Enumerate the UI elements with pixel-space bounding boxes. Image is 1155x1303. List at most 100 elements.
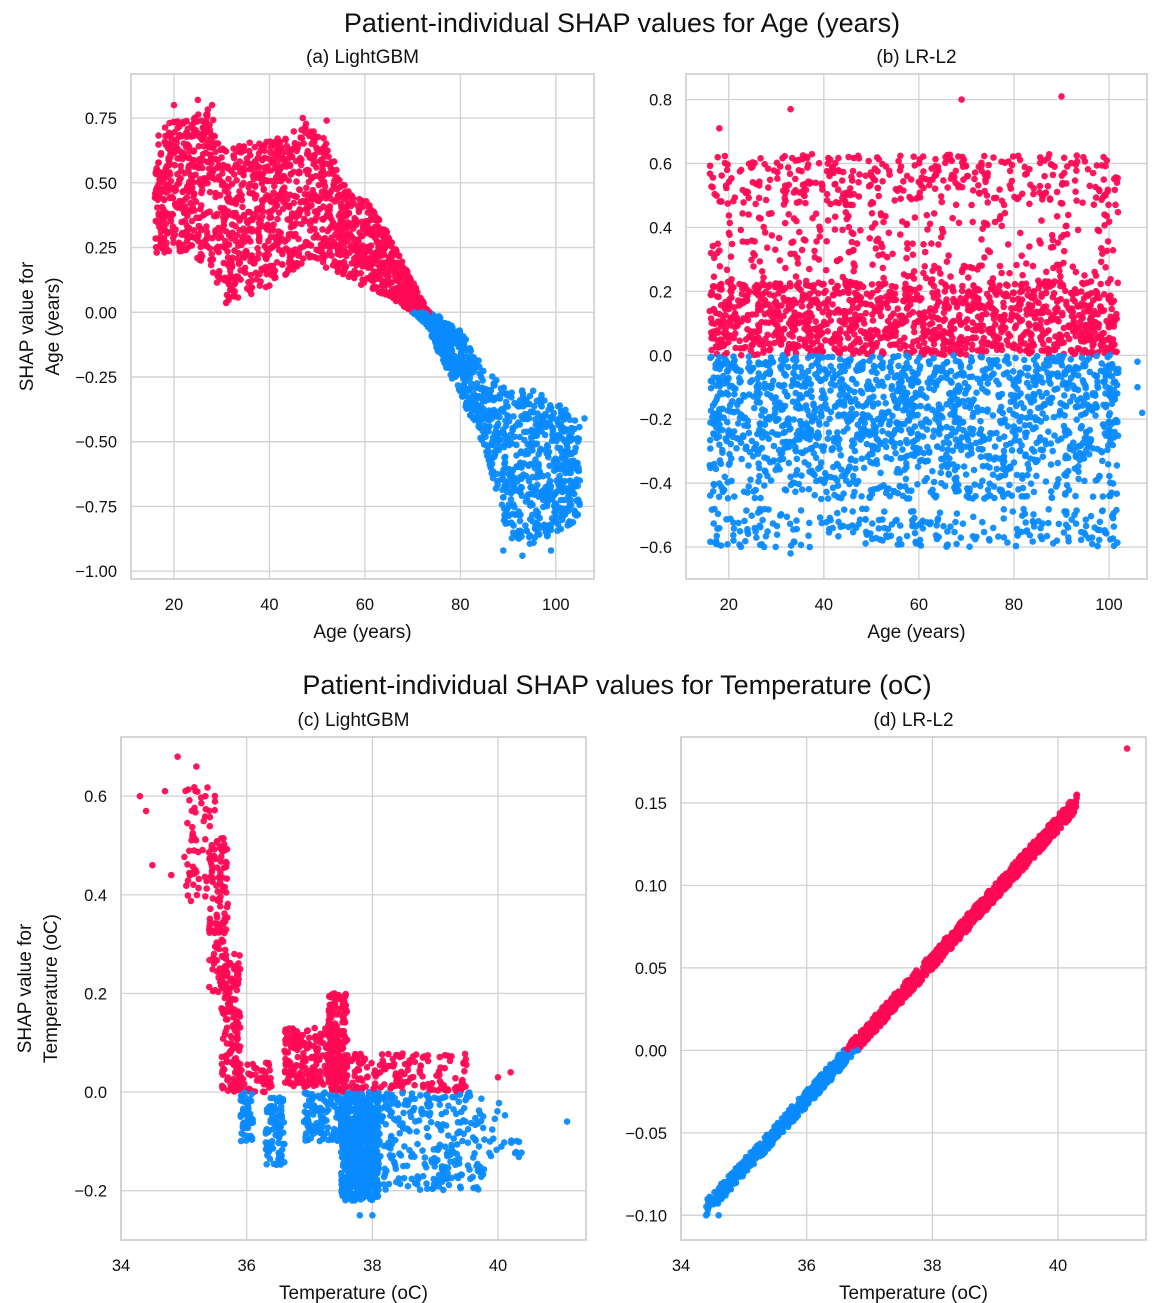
data-point-negative xyxy=(758,412,765,419)
data-point-positive xyxy=(849,304,856,312)
data-point-positive xyxy=(299,114,307,122)
data-point-positive xyxy=(325,205,333,213)
data-point-negative xyxy=(1002,441,1010,449)
data-point-positive xyxy=(315,181,323,189)
data-point-negative xyxy=(879,427,886,435)
data-point-positive xyxy=(394,270,401,277)
data-point-positive xyxy=(990,333,998,340)
data-point-positive xyxy=(885,326,893,333)
y-tick-label: −0.75 xyxy=(75,498,117,516)
data-point-negative xyxy=(915,391,923,398)
data-point-positive xyxy=(1084,349,1091,357)
data-point-positive xyxy=(748,341,755,349)
data-point-negative xyxy=(448,347,456,355)
data-point-positive xyxy=(941,304,948,311)
data-point-positive xyxy=(221,187,229,195)
data-point-positive xyxy=(911,286,919,294)
data-point-positive xyxy=(843,330,850,337)
data-point-positive xyxy=(245,217,253,224)
data-point-positive xyxy=(1009,296,1017,304)
data-point-negative xyxy=(850,440,858,447)
data-point-negative xyxy=(423,310,430,318)
data-point-positive xyxy=(769,318,776,326)
data-point-negative xyxy=(1061,412,1068,419)
data-point-negative xyxy=(462,373,469,381)
data-point-positive xyxy=(257,217,265,225)
data-point-negative xyxy=(836,363,844,370)
data-point-positive xyxy=(220,259,227,267)
data-point-positive xyxy=(156,176,163,183)
data-point-negative xyxy=(812,371,819,378)
data-point-negative xyxy=(517,448,525,455)
data-point-negative xyxy=(486,461,494,469)
data-point-positive xyxy=(298,220,305,228)
data-point-negative xyxy=(549,425,556,432)
data-point-positive xyxy=(849,350,857,358)
data-point-positive xyxy=(267,149,274,156)
data-point-negative xyxy=(571,448,579,456)
data-point-negative xyxy=(707,445,714,452)
data-point-positive xyxy=(273,259,281,266)
data-point-positive xyxy=(949,285,956,293)
data-point-positive xyxy=(348,260,356,267)
data-point-negative xyxy=(1034,404,1042,412)
data-point-positive xyxy=(205,165,213,172)
data-point-positive xyxy=(230,209,237,217)
data-point-negative xyxy=(745,391,753,398)
data-point-positive xyxy=(744,316,752,324)
data-point-positive xyxy=(978,327,985,335)
data-point-positive xyxy=(943,296,950,303)
data-point-positive xyxy=(179,118,187,126)
data-point-negative xyxy=(525,477,533,485)
data-point-positive xyxy=(1028,293,1036,301)
data-point-positive xyxy=(860,347,868,355)
x-tick-label: 100 xyxy=(542,596,570,614)
data-point-negative xyxy=(804,354,812,362)
data-point-positive xyxy=(315,234,322,241)
data-point-positive xyxy=(223,228,230,235)
data-point-negative xyxy=(1010,423,1018,430)
data-point-negative xyxy=(919,423,926,430)
data-point-negative xyxy=(498,501,506,509)
data-point-positive xyxy=(282,135,289,143)
data-point-negative xyxy=(882,443,890,451)
data-point-negative xyxy=(989,412,997,419)
data-point-positive xyxy=(285,177,293,184)
data-point-positive xyxy=(959,299,966,307)
data-point-negative xyxy=(540,493,547,501)
data-point-negative xyxy=(777,406,785,414)
data-point-negative xyxy=(439,352,447,359)
data-point-negative xyxy=(984,406,991,413)
data-point-positive xyxy=(260,186,268,194)
data-point-negative xyxy=(870,393,877,401)
data-point-positive xyxy=(1050,311,1057,319)
data-point-positive xyxy=(324,147,331,154)
data-point-negative xyxy=(1027,413,1034,421)
data-point-positive xyxy=(218,165,226,173)
data-point-negative xyxy=(723,389,730,397)
data-point-negative xyxy=(859,410,867,418)
data-point-negative xyxy=(1067,398,1074,405)
data-point-negative xyxy=(733,445,740,452)
data-point-positive xyxy=(333,185,341,193)
data-point-positive xyxy=(263,255,270,263)
data-point-negative xyxy=(557,409,565,416)
data-point-positive xyxy=(836,290,843,297)
data-point-positive xyxy=(793,282,801,289)
data-point-positive xyxy=(824,298,831,306)
data-point-positive xyxy=(1016,347,1024,354)
data-point-positive xyxy=(184,141,191,148)
data-point-positive xyxy=(179,188,186,196)
data-point-negative xyxy=(1062,426,1069,433)
data-point-positive xyxy=(181,208,189,215)
data-point-positive xyxy=(1107,313,1114,321)
data-point-positive xyxy=(1002,281,1010,288)
data-point-negative xyxy=(791,364,799,372)
data-point-positive xyxy=(256,282,264,290)
data-point-negative xyxy=(1013,402,1020,410)
data-point-positive xyxy=(240,212,248,220)
data-point-negative xyxy=(1007,398,1015,406)
data-point-positive xyxy=(999,325,1007,333)
data-point-negative xyxy=(1072,363,1079,371)
data-point-negative xyxy=(550,467,558,475)
